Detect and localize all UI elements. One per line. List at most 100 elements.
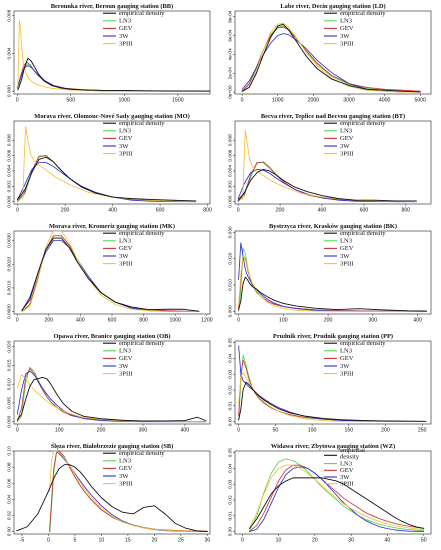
y-tick-label: 0.000 (228, 305, 234, 317)
legend-label: 3W (119, 473, 129, 480)
x-tick-label: 800 (203, 208, 212, 214)
legend-label: 3W (340, 474, 350, 481)
x-tick-label: 1200 (201, 318, 213, 324)
plot-frame (234, 230, 432, 315)
series-line-empirical-density (237, 168, 417, 202)
series-line-empirical-density (21, 237, 200, 312)
legend-label: GEV (119, 355, 133, 362)
chart-panel-bk: Bystrzyca river, Krasków gauging station… (221, 220, 441, 330)
x-tick-label: 0 (16, 428, 19, 434)
y-tick-label: 0.000 (7, 195, 13, 207)
x-tick-label: 25 (178, 538, 184, 544)
x-tick-label: 400 (181, 428, 190, 434)
legend-label: 3PIII (340, 150, 354, 157)
y-tick-label: 0e+00 (228, 85, 234, 99)
x-tick-label: 200 (381, 428, 390, 434)
series-line-3w (249, 466, 425, 533)
y-tick-label: 0.00 (228, 527, 234, 537)
legend-label: 3W (340, 33, 350, 40)
x-tick-label: 300 (368, 318, 377, 324)
chart-panel-ob: Opawa river, Branice gauging station (OB… (0, 330, 220, 440)
legend-label: GEV (119, 25, 133, 32)
y-tick-label: 0.01 (228, 401, 234, 411)
legend-label: density (340, 454, 360, 461)
y-tick-label: 0.0030 (7, 233, 13, 248)
y-tick-label: 0.03 (228, 479, 234, 489)
y-tick-label: 0.008 (228, 134, 234, 146)
chart-title: Morava river, Olomouc-Nové Sady gauging … (34, 113, 189, 120)
series-line-3w (238, 345, 427, 423)
y-tick-label: 0.006 (7, 149, 13, 161)
x-tick-label: 400 (76, 318, 85, 324)
y-tick-label: 0.0020 (7, 257, 13, 272)
legend-label: GEV (340, 467, 354, 474)
x-tick-label: 400 (108, 208, 117, 214)
chart-panel-mk: Morava river, Kromeriz gauging station (… (0, 220, 220, 330)
y-tick-label: 0.010 (7, 378, 13, 390)
chart-title: Morava river, Kromeriz gauging station (… (49, 223, 175, 230)
series-line-gev (238, 255, 427, 312)
y-tick-label: 0.00 (228, 417, 234, 427)
y-tick-label: 0.008 (7, 134, 13, 146)
x-tick-label: 100 (55, 428, 64, 434)
legend-label: 3PIII (340, 40, 354, 47)
legend-label: empirical density (119, 340, 165, 347)
y-tick-label: 0.08 (7, 462, 13, 472)
legend-label: 3W (119, 143, 129, 150)
y-tick-label: 0.01 (228, 511, 234, 521)
legend-label: 3PIII (119, 150, 133, 157)
chart-panel-sb: Ślęza river, Białobrzezie gauging statio… (0, 440, 220, 550)
series-line-3piii (49, 451, 208, 532)
plot-frame (13, 10, 211, 95)
y-tick-label: 0.015 (7, 359, 13, 371)
x-tick-label: -5 (20, 538, 25, 544)
legend-label: 3PIII (340, 481, 354, 488)
legend-label: 3PIII (119, 370, 133, 377)
x-tick-label: 0 (16, 318, 19, 324)
x-tick-label: 0 (237, 208, 240, 214)
plot-frame (234, 450, 432, 535)
series-line-ln3 (249, 458, 425, 532)
legend-label: 3W (340, 363, 350, 370)
series-line-gev (16, 61, 210, 92)
y-tick-label: 0.006 (228, 149, 234, 161)
legend-label: 3PIII (340, 260, 354, 267)
chart-title: Bystrzyca river, Krasków gauging station… (269, 223, 397, 230)
series-line-empirical-density (249, 477, 425, 529)
series-line-empirical-density (17, 156, 197, 202)
x-tick-label: 1500 (172, 98, 184, 104)
y-tick-label: 0.004 (7, 47, 13, 59)
x-tick-label: 600 (156, 208, 165, 214)
y-tick-label: 0.04 (228, 463, 234, 473)
y-tick-label: 0.000 (228, 195, 234, 207)
legend-label: empirical density (119, 120, 165, 127)
y-tick-label: 8e-04 (228, 10, 234, 23)
chart-svg-bk: Bystrzyca river, Krasków gauging station… (228, 223, 432, 324)
series-line-3piii (21, 231, 200, 313)
series-line-3piii (238, 255, 427, 312)
y-tick-label: 0.02 (7, 510, 13, 520)
x-tick-label: 50 (421, 538, 427, 544)
chart-panel-mo: Morava river, Olomouc-Nové Sady gauging … (0, 110, 220, 220)
x-tick-label: 200 (44, 318, 53, 324)
legend-label: LN3 (119, 458, 132, 465)
x-tick-label: 0 (241, 538, 244, 544)
y-tick-label: 0.004 (7, 165, 13, 177)
y-tick-label: 0.002 (7, 180, 13, 192)
x-tick-label: 40 (385, 538, 391, 544)
chart-title: Widawa river, Zbytowa gauging station (W… (271, 443, 395, 450)
plot-frame (13, 340, 211, 425)
x-tick-label: 1000 (119, 98, 131, 104)
x-tick-label: 0 (16, 208, 19, 214)
legend-label: empirical density (119, 10, 165, 17)
y-tick-label: 0.06 (7, 478, 13, 488)
legend-label: LN3 (340, 128, 353, 135)
plot-frame (13, 120, 211, 205)
legend-label: GEV (119, 465, 133, 472)
y-tick-label: 0.020 (228, 252, 234, 264)
x-tick-label: 20 (312, 538, 318, 544)
x-tick-label: 0 (47, 538, 50, 544)
x-tick-label: 200 (97, 428, 106, 434)
legend-label: 3W (340, 253, 350, 260)
y-tick-label: 0.030 (228, 226, 234, 238)
